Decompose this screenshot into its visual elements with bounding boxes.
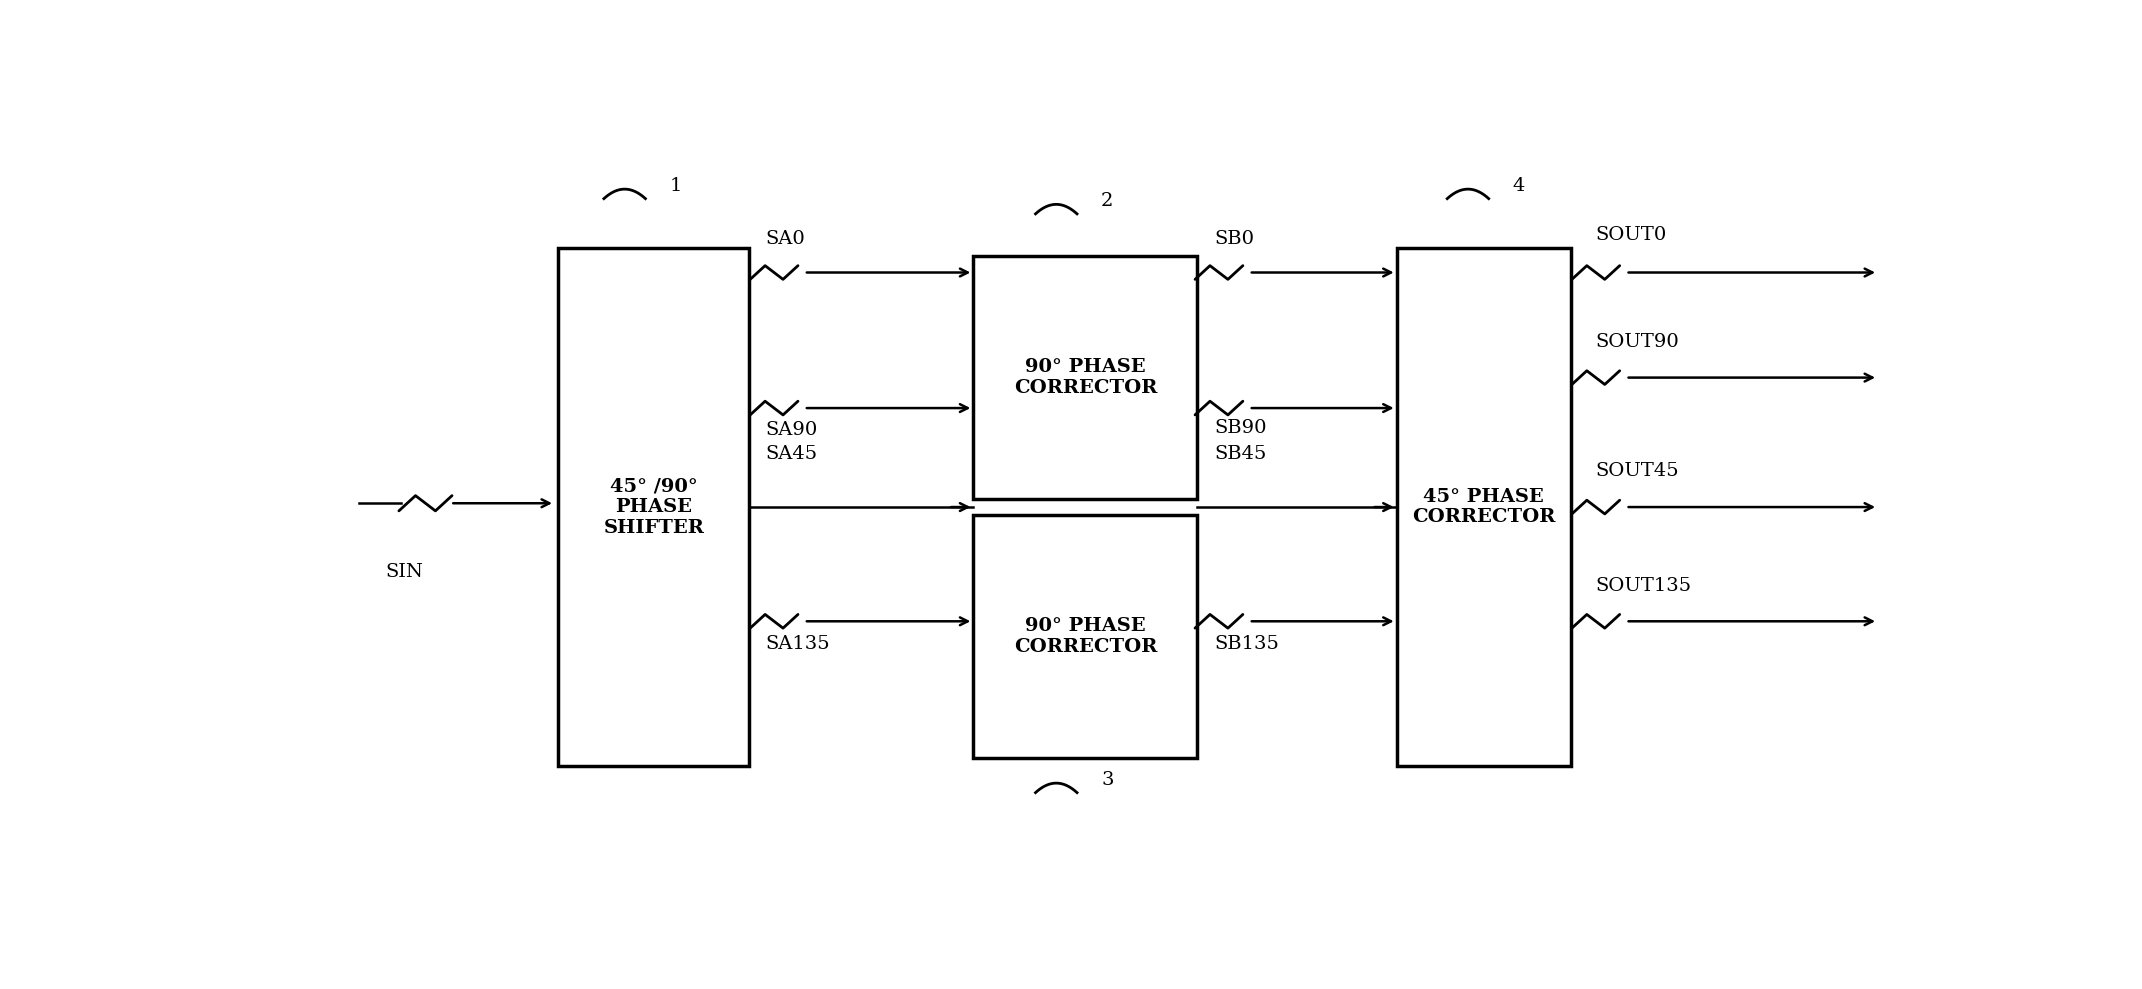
Text: 90° PHASE
CORRECTOR: 90° PHASE CORRECTOR [1013, 617, 1157, 656]
Text: SA0: SA0 [767, 230, 805, 248]
Bar [972, 256, 1197, 499]
Bar [972, 514, 1197, 759]
Text: 90° PHASE
CORRECTOR: 90° PHASE CORRECTOR [1013, 358, 1157, 397]
Text: SB45: SB45 [1215, 445, 1266, 463]
Text: 45° PHASE
CORRECTOR: 45° PHASE CORRECTOR [1412, 488, 1555, 526]
Bar [1397, 248, 1570, 765]
Text: 4: 4 [1512, 177, 1525, 195]
Text: 2: 2 [1101, 192, 1114, 210]
Text: SB0: SB0 [1215, 230, 1253, 248]
Text: SOUT135: SOUT135 [1596, 577, 1692, 594]
Text: SOUT45: SOUT45 [1596, 463, 1679, 481]
Text: 1: 1 [670, 177, 681, 195]
Text: SOUT0: SOUT0 [1596, 226, 1666, 244]
Text: SB90: SB90 [1215, 419, 1266, 437]
Text: SA135: SA135 [767, 635, 831, 654]
Text: 45° /90°
PHASE
SHIFTER: 45° /90° PHASE SHIFTER [604, 478, 705, 537]
Bar [559, 248, 750, 765]
Text: SB135: SB135 [1215, 635, 1279, 654]
Text: SIN: SIN [386, 563, 422, 581]
Text: SOUT90: SOUT90 [1596, 333, 1679, 351]
Text: SA45: SA45 [767, 445, 818, 463]
Text: 3: 3 [1101, 770, 1114, 789]
Text: SA90: SA90 [767, 420, 818, 438]
